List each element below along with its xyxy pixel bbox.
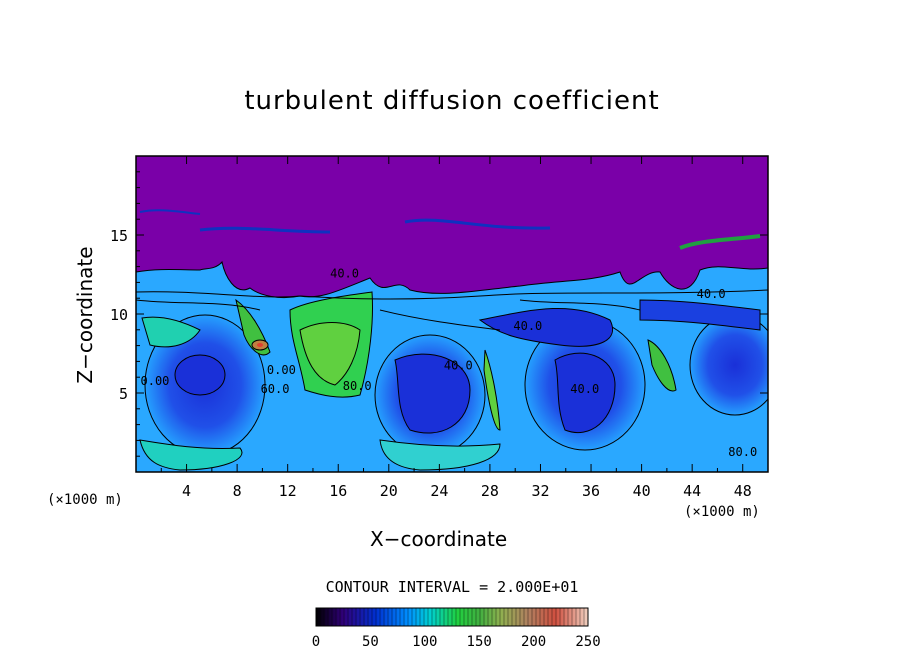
colorbar-tick-label: 100 — [412, 634, 437, 650]
contour-label: 0.00 — [267, 363, 296, 377]
colorbar-ticks: 0 50 100 150 200 250 — [312, 634, 601, 650]
contour-label: 40.0 — [330, 267, 359, 281]
upper-zero-region — [136, 156, 768, 299]
contour-label: 80.0 — [728, 445, 757, 459]
x-unit-left: (×1000 m) — [47, 492, 123, 508]
y-tick-label: 15 — [110, 227, 128, 245]
colorbar-tick-label: 200 — [521, 634, 546, 650]
x-tick-label: 48 — [734, 482, 752, 500]
x-tick-label: 20 — [380, 482, 398, 500]
contour-label: 40.0 — [513, 319, 542, 333]
colorbar-tick-label: 250 — [575, 634, 600, 650]
x-tick-label: 8 — [233, 482, 242, 500]
contour-label: 60.0 — [261, 382, 290, 396]
x-tick-label: 36 — [582, 482, 600, 500]
colorbar-tick-label: 0 — [312, 634, 320, 650]
heatmap-field — [136, 156, 768, 472]
contour-label: 40.0 — [570, 382, 599, 396]
x-ticks: 4 8 12 16 20 24 28 32 36 40 44 48 — [160, 156, 752, 500]
contour-label: 40.0 — [444, 358, 473, 372]
x-unit-right: (×1000 m) — [684, 504, 760, 520]
x-tick-label: 24 — [430, 482, 448, 500]
x-tick-label: 40 — [633, 482, 651, 500]
x-tick-label: 28 — [481, 482, 499, 500]
chart-title: turbulent diffusion coefficient — [244, 86, 660, 116]
x-tick-label: 12 — [279, 482, 297, 500]
contour-label: 80.0 — [343, 379, 372, 393]
x-axis-label: X−coordinate — [370, 527, 508, 551]
colorbar-tick-label: 50 — [362, 634, 379, 650]
x-tick-label: 32 — [531, 482, 549, 500]
x-tick-label: 44 — [683, 482, 701, 500]
x-tick-label: 4 — [182, 482, 191, 500]
colorbar-tick-label: 150 — [467, 634, 492, 650]
contour-interval-label: CONTOUR INTERVAL = 2.000E+01 — [325, 578, 579, 596]
contour-label: 40.0 — [697, 287, 726, 301]
contour-labels: 0.00 40.0 40.0 40.0 40.0 40.0 60.0 80.0 80.0 0.00 — [141, 267, 758, 460]
contour-label: 0.00 — [141, 374, 170, 388]
y-tick-label: 5 — [119, 385, 128, 403]
x-tick-label: 16 — [329, 482, 347, 500]
y-ticks: 5 10 15 — [110, 171, 768, 457]
y-tick-label: 10 — [110, 306, 128, 324]
colorbar-stripes — [319, 608, 585, 626]
